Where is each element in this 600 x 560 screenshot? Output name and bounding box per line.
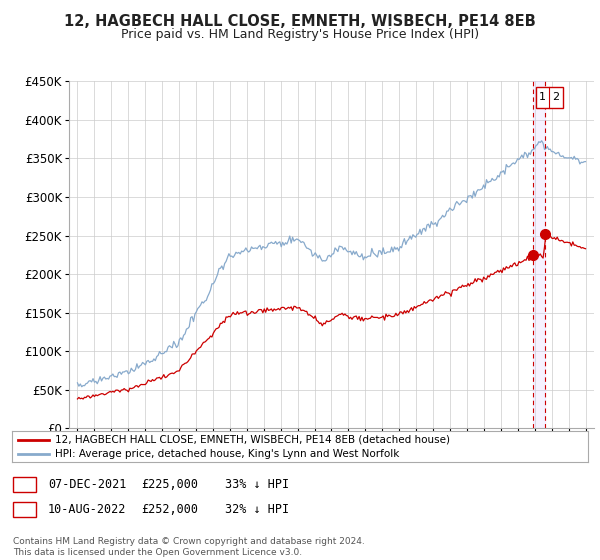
Text: 32% ↓ HPI: 32% ↓ HPI: [225, 503, 289, 516]
Text: 12, HAGBECH HALL CLOSE, EMNETH, WISBECH, PE14 8EB: 12, HAGBECH HALL CLOSE, EMNETH, WISBECH,…: [64, 14, 536, 29]
Text: 07-DEC-2021: 07-DEC-2021: [48, 478, 127, 491]
Text: 2: 2: [553, 92, 559, 102]
Bar: [536, 87, 563, 108]
Text: Price paid vs. HM Land Registry's House Price Index (HPI): Price paid vs. HM Land Registry's House …: [121, 28, 479, 41]
Text: 1: 1: [539, 92, 546, 102]
Bar: [533, 81, 545, 428]
Text: 33% ↓ HPI: 33% ↓ HPI: [225, 478, 289, 491]
Text: £252,000: £252,000: [141, 503, 198, 516]
Text: £225,000: £225,000: [141, 478, 198, 491]
Text: 12, HAGBECH HALL CLOSE, EMNETH, WISBECH, PE14 8EB (detached house): 12, HAGBECH HALL CLOSE, EMNETH, WISBECH,…: [55, 435, 450, 445]
Text: HPI: Average price, detached house, King's Lynn and West Norfolk: HPI: Average price, detached house, King…: [55, 449, 400, 459]
Text: This data is licensed under the Open Government Licence v3.0.: This data is licensed under the Open Gov…: [13, 548, 302, 557]
Text: 1: 1: [21, 478, 28, 491]
Text: 2: 2: [21, 503, 28, 516]
Text: Contains HM Land Registry data © Crown copyright and database right 2024.: Contains HM Land Registry data © Crown c…: [13, 537, 365, 546]
Text: 10-AUG-2022: 10-AUG-2022: [48, 503, 127, 516]
